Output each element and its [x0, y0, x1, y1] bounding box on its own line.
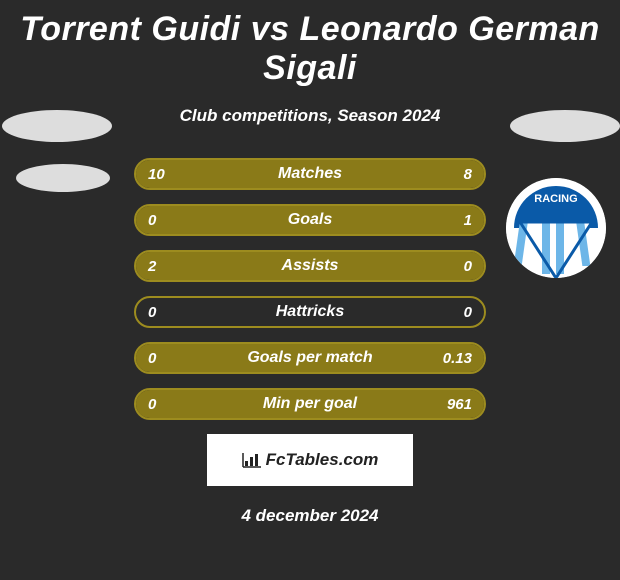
stat-label: Matches [278, 165, 342, 183]
stat-value-right: 0.13 [443, 350, 472, 367]
stat-label: Hattricks [276, 303, 344, 321]
stat-value-right: 0 [464, 304, 472, 321]
svg-text:RACING: RACING [534, 193, 577, 205]
stat-value-right: 1 [464, 212, 472, 229]
stat-label: Goals [288, 211, 332, 229]
stat-value-left: 0 [148, 396, 156, 413]
stats-container: 10 Matches 8 0 Goals 1 2 Assists 0 0 Hattricks 0 0 Go… [134, 158, 486, 420]
avatar-placeholder-shape [510, 110, 620, 142]
stat-row: 10 Matches 8 [134, 158, 486, 190]
badge-label: FcTables.com [266, 450, 379, 470]
stat-label: Goals per match [247, 349, 372, 367]
stat-value-left: 2 [148, 258, 156, 275]
date-label: 4 december 2024 [0, 506, 620, 526]
stat-row: 0 Min per goal 961 [134, 388, 486, 420]
stat-value-left: 0 [148, 304, 156, 321]
stat-value-right: 0 [464, 258, 472, 275]
stat-row: 0 Goals per match 0.13 [134, 342, 486, 374]
badge-content: FcTables.com [242, 450, 379, 470]
stat-label: Assists [282, 257, 339, 275]
stat-row: 0 Goals 1 [134, 204, 486, 236]
stat-value-left: 0 [148, 212, 156, 229]
stat-row: 2 Assists 0 [134, 250, 486, 282]
racing-club-icon: RACING [506, 178, 606, 278]
player-left-avatar [2, 110, 110, 218]
fctables-badge: FcTables.com [207, 434, 413, 486]
stat-label: Min per goal [263, 395, 357, 413]
player-right-club-logo: RACING [506, 178, 606, 278]
avatar-placeholder-shape [2, 110, 112, 142]
stat-fill-right [327, 160, 484, 188]
chart-icon [242, 452, 262, 468]
stat-row: 0 Hattricks 0 [134, 296, 486, 328]
stat-value-left: 10 [148, 166, 165, 183]
page-title: Torrent Guidi vs Leonardo German Sigali [0, 0, 620, 88]
avatar-placeholder-shape [16, 164, 110, 192]
stat-value-right: 8 [464, 166, 472, 183]
stat-value-right: 961 [447, 396, 472, 413]
stat-value-left: 0 [148, 350, 156, 367]
